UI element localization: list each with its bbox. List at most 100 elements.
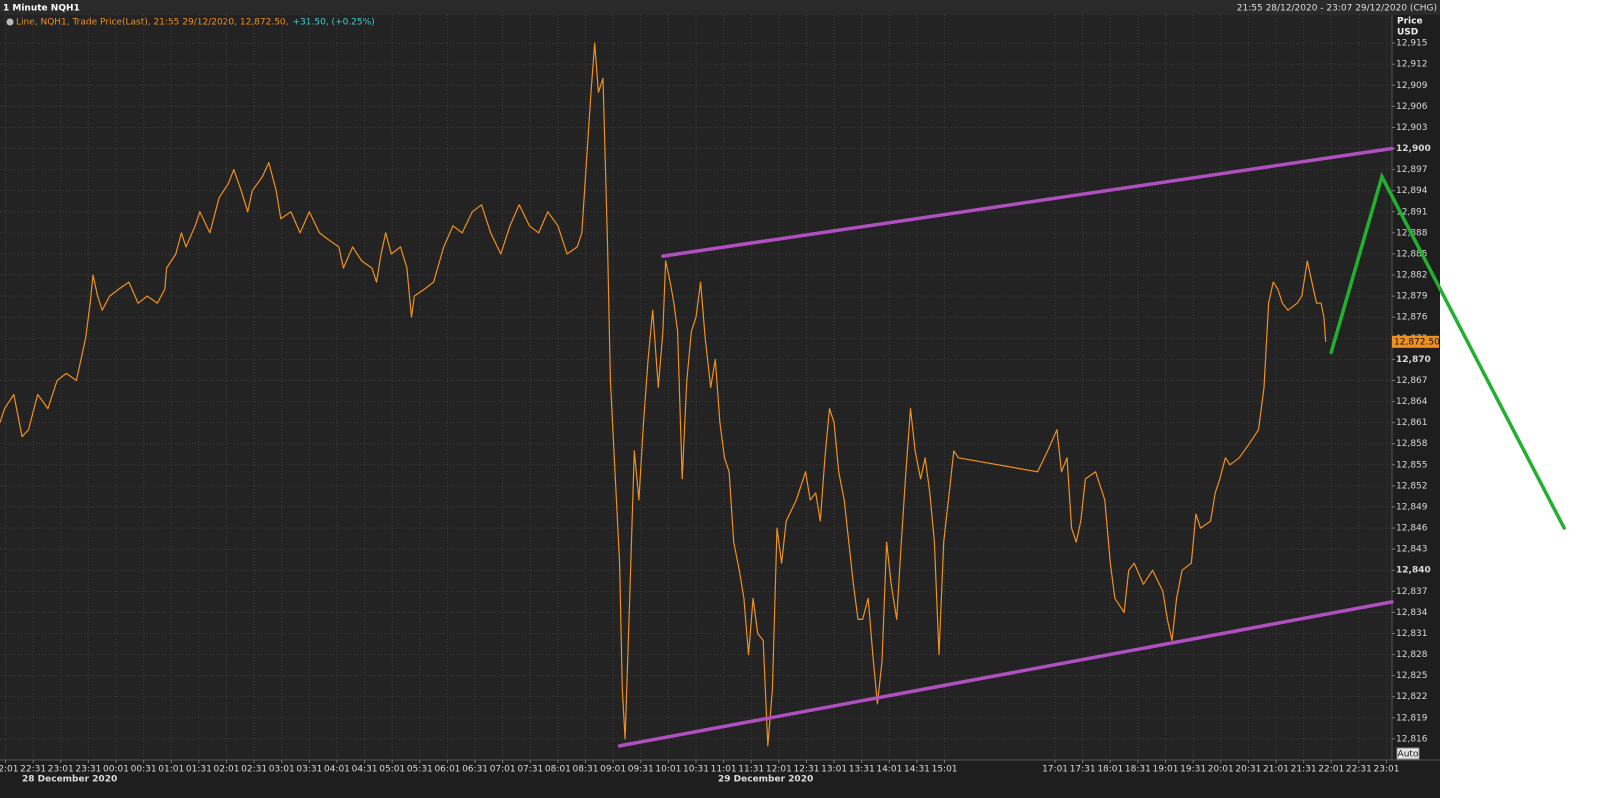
y-tick-label: 12,837: [1396, 587, 1428, 597]
y-tick-label: 12,855: [1396, 460, 1428, 470]
y-tick-label: 12,885: [1396, 249, 1428, 259]
date-label: 29 December 2020: [718, 775, 813, 785]
y-tick-label: 12,876: [1396, 313, 1428, 323]
axis-title: USD: [1397, 28, 1418, 38]
legend-change: +31.50, (+0.25%): [293, 18, 375, 28]
y-tick-label: 12,828: [1396, 650, 1428, 660]
y-tick-label: 12,816: [1396, 734, 1428, 744]
x-tick-label: 14:01: [876, 765, 902, 775]
x-tick-label: 23:01: [1374, 765, 1400, 775]
y-tick-label: 12,906: [1396, 102, 1428, 112]
x-tick-label: 07:01: [490, 765, 516, 775]
y-tick-label: 12,864: [1396, 397, 1428, 407]
y-tick-label: 12,912: [1396, 60, 1428, 70]
y-tick-label: 12,819: [1396, 713, 1428, 723]
x-tick-label: 06:01: [434, 765, 460, 775]
auto-button-label[interactable]: Auto: [1398, 750, 1419, 760]
x-tick-label: 21:31: [1291, 765, 1317, 775]
x-tick-label: 19:01: [1153, 765, 1179, 775]
x-tick-label: 23:01: [48, 765, 74, 775]
date-label: 28 December 2020: [22, 775, 117, 785]
x-tick-label: 06:31: [462, 765, 488, 775]
x-tick-label: 17:01: [1042, 765, 1068, 775]
x-tick-label: 08:31: [573, 765, 599, 775]
y-tick-label: 12,909: [1396, 81, 1428, 91]
auto-button[interactable]: [1396, 747, 1420, 760]
x-tick-label: 10:31: [683, 765, 709, 775]
y-tick-label: 12,882: [1396, 271, 1428, 281]
y-tick-label: 12,858: [1396, 439, 1428, 449]
x-tick-label: 19:31: [1180, 765, 1206, 775]
x-tick-label: 00:31: [131, 765, 157, 775]
y-tick-label: 12,861: [1396, 418, 1428, 428]
x-tick-label: 22:01: [1318, 765, 1344, 775]
x-tick-label: 20:01: [1208, 765, 1234, 775]
trend-line: [1329, 172, 1566, 530]
x-tick-label: 20:31: [1235, 765, 1261, 775]
y-tick-label: 12,900: [1396, 144, 1431, 154]
x-tick-label: 13:01: [821, 765, 847, 775]
x-tick-label: 01:31: [186, 765, 212, 775]
x-tick-label: 01:01: [158, 765, 184, 775]
y-tick-label: 12,840: [1396, 566, 1431, 576]
x-tick-label: 15:01: [932, 765, 958, 775]
x-tick-label: 02:01: [214, 765, 240, 775]
chart-title: 1 Minute NQH1: [3, 4, 80, 14]
x-tick-label: 05:31: [407, 765, 433, 775]
trend-line: [617, 600, 1394, 748]
legend-text: Line, NQH1, Trade Price(Last), 21:55 29/…: [16, 18, 289, 28]
x-tick-label: 11:01: [711, 765, 737, 775]
y-tick-label: 12,867: [1396, 376, 1428, 386]
grid: 12,816 12,819 12,822 12,825 12,828 12,831 12,8…: [0, 15, 1431, 775]
y-tick-label: 12,915: [1396, 39, 1428, 49]
x-tick-label: 22:01: [0, 765, 18, 775]
x-tick-label: 07:31: [517, 765, 543, 775]
y-tick-label: 12,852: [1396, 481, 1428, 491]
x-tick-label: 02:31: [241, 765, 267, 775]
x-tick-label: 09:01: [600, 765, 626, 775]
y-tick-label: 12,825: [1396, 671, 1428, 681]
x-tick-label: 23:31: [75, 765, 101, 775]
y-tick-label: 12,831: [1396, 629, 1428, 639]
x-tick-label: 00:01: [103, 765, 129, 775]
x-tick-label: 21:01: [1263, 765, 1289, 775]
x-tick-label: 03:31: [296, 765, 322, 775]
legend-icon: [6, 18, 14, 26]
y-tick-label: 12,903: [1396, 123, 1428, 133]
x-tick-label: 17:31: [1070, 765, 1096, 775]
x-tick-label: 18:01: [1097, 765, 1123, 775]
time-range: 21:55 28/12/2020 - 23:07 29/12/2020 (CHG…: [1237, 4, 1437, 14]
x-tick-label: 09:31: [628, 765, 654, 775]
x-tick-label: 12:01: [766, 765, 792, 775]
header-bar: [0, 0, 1440, 15]
x-tick-label: 18:31: [1125, 765, 1151, 775]
y-tick-label: 12,849: [1396, 502, 1428, 512]
price-line: [0, 42, 1327, 747]
y-tick-label: 12,879: [1396, 292, 1428, 302]
y-tick-label: 12,894: [1396, 186, 1428, 196]
x-tick-label: 05:01: [379, 765, 405, 775]
last-price-marker: [1392, 335, 1439, 348]
y-tick-label: 12,870: [1396, 355, 1431, 365]
last-price-label: 12,872.50: [1394, 337, 1440, 347]
y-tick-label: 12,834: [1396, 608, 1428, 618]
x-tick-label: 04:01: [324, 765, 350, 775]
y-tick-label: 12,897: [1396, 165, 1428, 175]
trend-line: [661, 146, 1394, 258]
x-tick-label: 13:31: [849, 765, 875, 775]
y-tick-label: 12,891: [1396, 207, 1428, 217]
y-tick-label: 12,843: [1396, 545, 1428, 555]
x-tick-label: 11:31: [738, 765, 764, 775]
x-tick-label: 04:31: [352, 765, 378, 775]
marks: 12,872.50: [0, 42, 1566, 748]
x-tick-label: 14:31: [904, 765, 930, 775]
y-tick-label: 12,846: [1396, 524, 1428, 534]
axis-title: Price: [1397, 17, 1423, 27]
x-tick-label: 22:31: [1346, 765, 1372, 775]
x-tick-label: 08:01: [545, 765, 571, 775]
x-tick-label: 10:01: [655, 765, 681, 775]
x-tick-label: 03:01: [269, 765, 295, 775]
x-tick-label: 12:31: [794, 765, 820, 775]
x-tick-label: 22:31: [20, 765, 46, 775]
